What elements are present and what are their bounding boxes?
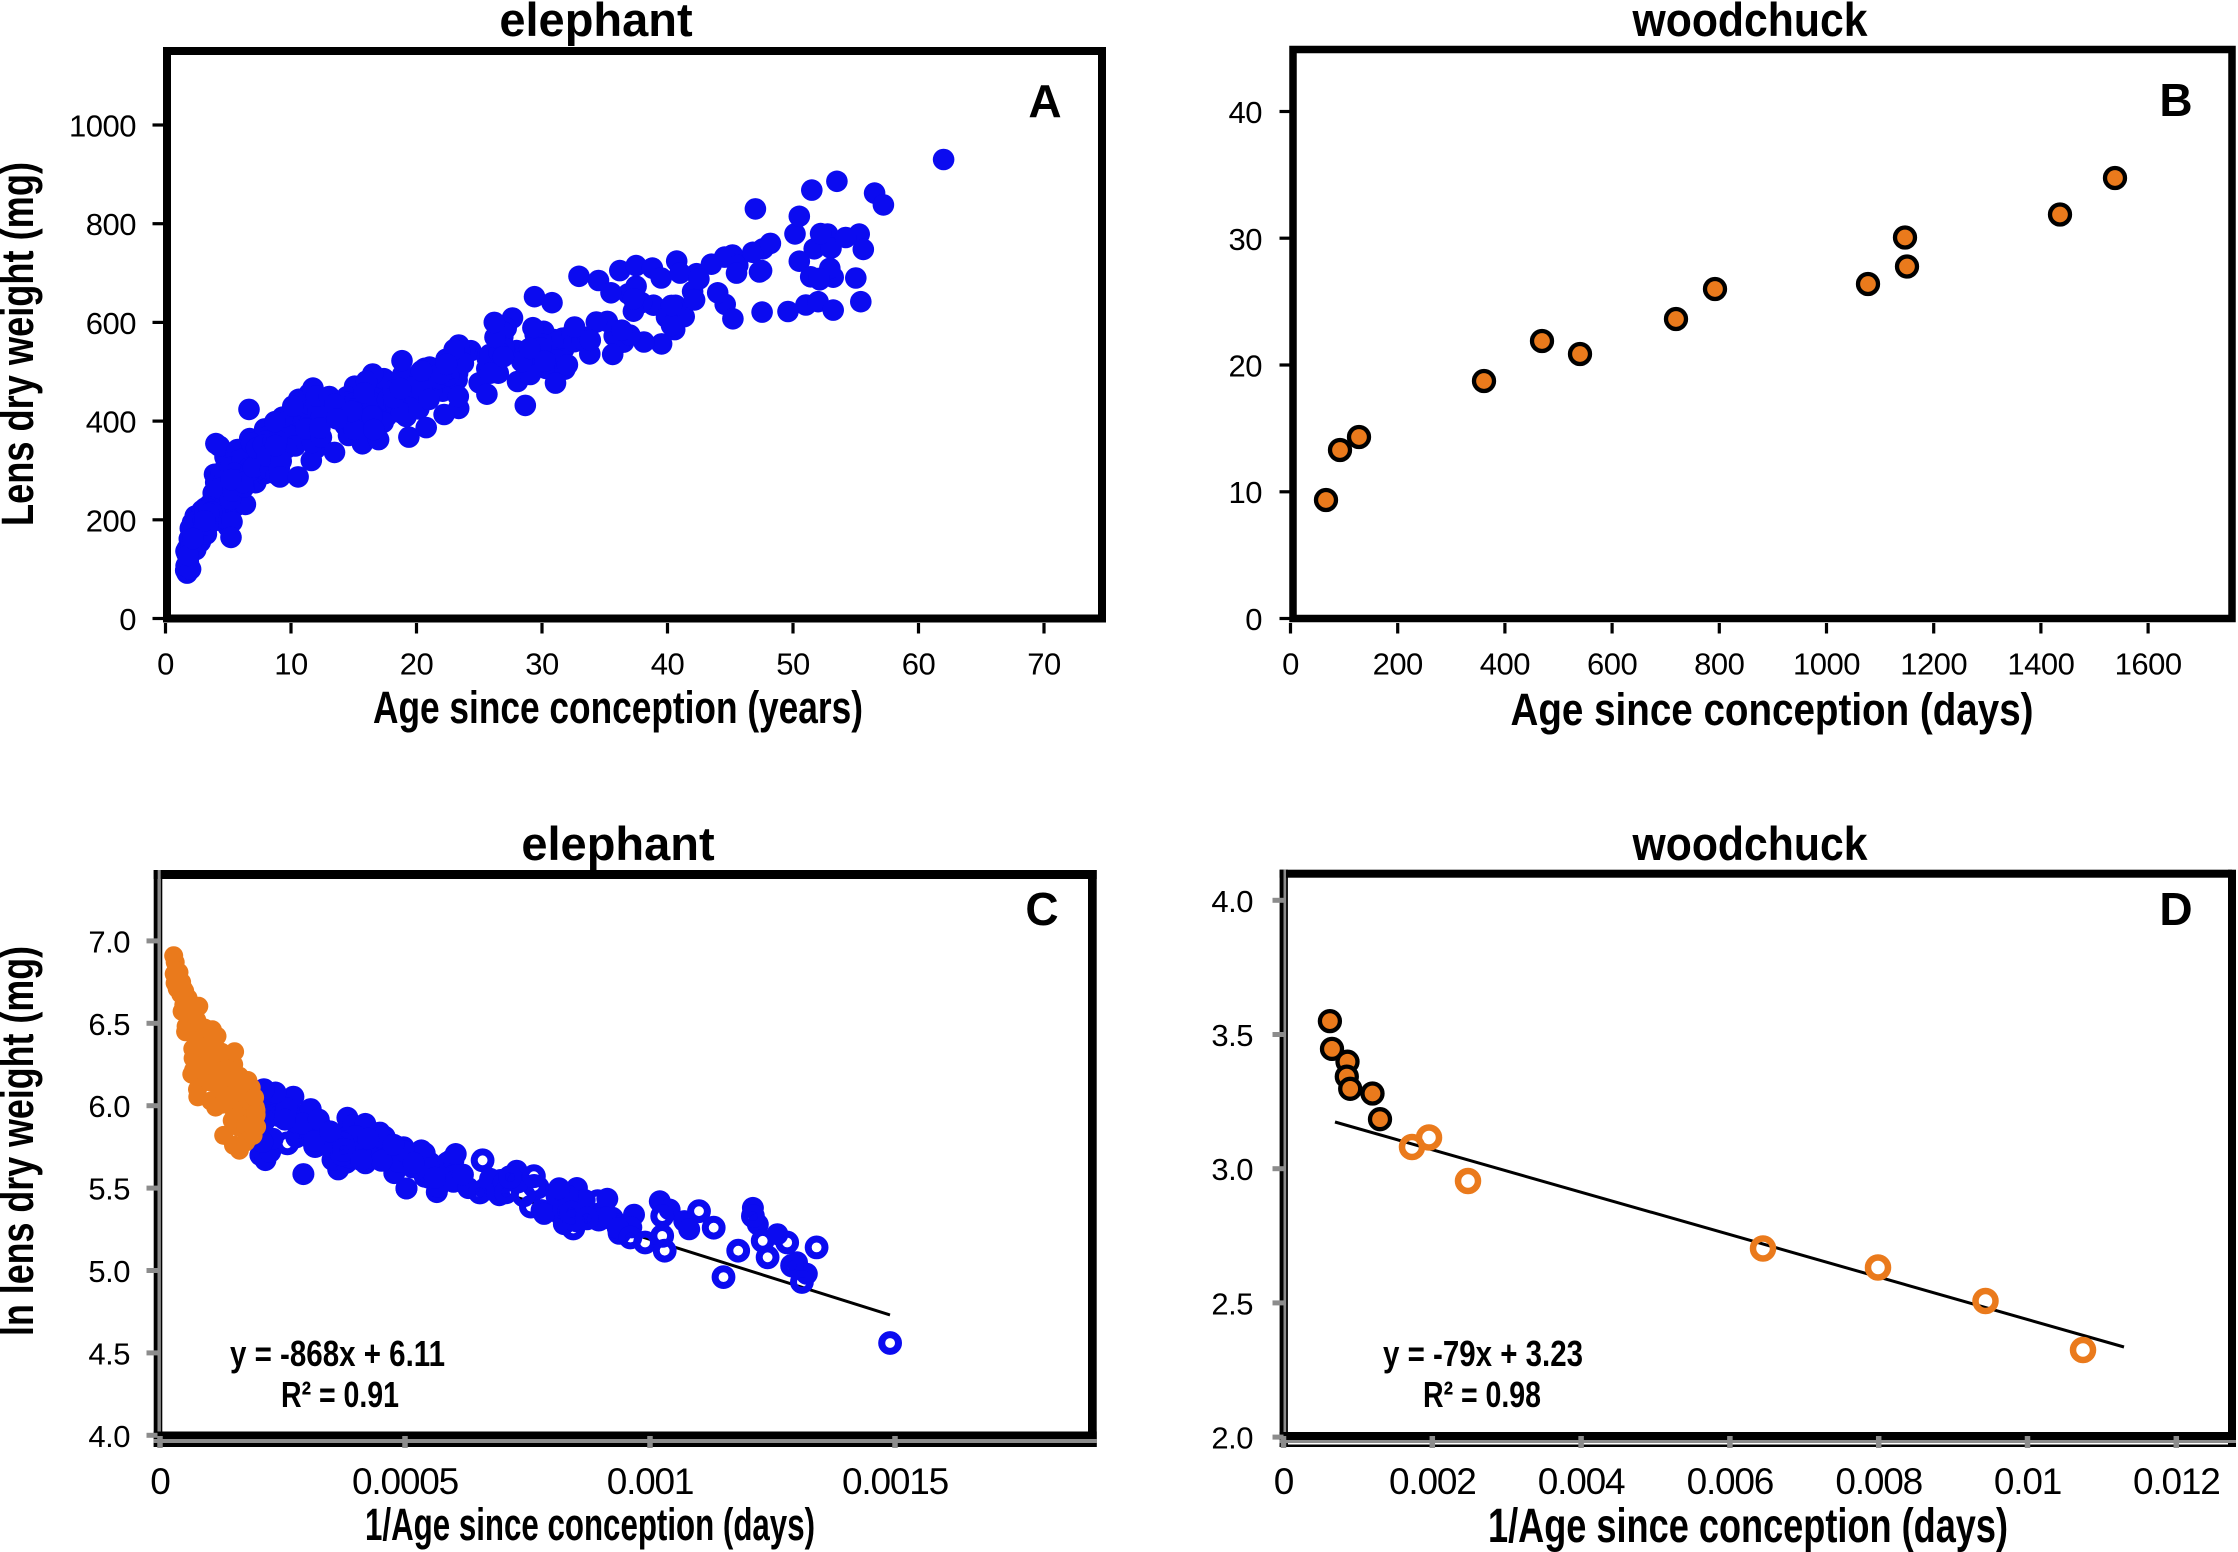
svg-text:600: 600	[1587, 647, 1637, 682]
svg-text:200: 200	[86, 503, 136, 538]
svg-text:4.0: 4.0	[1211, 884, 1253, 919]
svg-text:3.5: 3.5	[1211, 1018, 1253, 1053]
svg-text:R² = 0.91: R² = 0.91	[281, 1374, 399, 1415]
svg-text:0.006: 0.006	[1687, 1461, 1774, 1502]
svg-text:1/Age since conception (days): 1/Age since conception (days)	[1488, 1500, 2008, 1552]
svg-text:7.0: 7.0	[88, 924, 130, 959]
svg-text:50: 50	[776, 647, 810, 682]
svg-text:2.0: 2.0	[1211, 1421, 1253, 1456]
svg-text:R² = 0.98: R² = 0.98	[1423, 1374, 1541, 1415]
svg-text:1000: 1000	[69, 109, 136, 144]
svg-text:20: 20	[1229, 349, 1263, 384]
svg-text:A: A	[1028, 75, 1061, 127]
svg-text:woodchuck: woodchuck	[1632, 0, 1869, 46]
svg-text:0.001: 0.001	[607, 1461, 694, 1502]
svg-text:40: 40	[651, 647, 685, 682]
svg-text:y = -79x + 3.23: y = -79x + 3.23	[1383, 1333, 1583, 1374]
svg-text:400: 400	[86, 405, 136, 440]
svg-text:C: C	[1025, 883, 1058, 935]
svg-text:0.01: 0.01	[1994, 1461, 2061, 1502]
svg-text:ln lens dry weight (mg): ln lens dry weight (mg)	[0, 946, 43, 1336]
svg-text:0: 0	[1274, 1461, 1294, 1502]
svg-text:D: D	[2159, 883, 2192, 935]
svg-text:0.0015: 0.0015	[842, 1461, 949, 1502]
svg-text:1200: 1200	[1900, 647, 1967, 682]
svg-text:200: 200	[1373, 647, 1423, 682]
svg-text:0.002: 0.002	[1389, 1461, 1476, 1502]
svg-text:0: 0	[157, 647, 174, 682]
svg-text:4.0: 4.0	[88, 1419, 130, 1454]
svg-text:0.004: 0.004	[1538, 1461, 1625, 1502]
svg-text:1/Age since conception (days): 1/Age since conception (days)	[365, 1499, 815, 1550]
svg-text:30: 30	[1229, 222, 1263, 257]
svg-text:0.012: 0.012	[2133, 1461, 2220, 1502]
svg-text:70: 70	[1027, 647, 1061, 682]
svg-text:Age since conception (days): Age since conception (days)	[1511, 684, 2034, 735]
svg-text:woodchuck: woodchuck	[1632, 817, 1869, 870]
svg-text:60: 60	[902, 647, 936, 682]
svg-text:10: 10	[274, 647, 308, 682]
svg-text:40: 40	[1229, 95, 1263, 130]
svg-text:3.0: 3.0	[1211, 1152, 1253, 1187]
svg-text:1000: 1000	[1793, 647, 1860, 682]
svg-text:6.0: 6.0	[88, 1089, 130, 1124]
svg-text:y = -868x + 6.11: y = -868x + 6.11	[230, 1333, 445, 1374]
svg-text:2.5: 2.5	[1211, 1286, 1253, 1321]
svg-text:0.0005: 0.0005	[352, 1461, 459, 1502]
svg-text:400: 400	[1480, 647, 1530, 682]
svg-text:0.008: 0.008	[1835, 1461, 1922, 1502]
svg-text:0: 0	[1245, 602, 1262, 637]
svg-text:Lens dry weight (mg): Lens dry weight (mg)	[0, 162, 43, 526]
svg-text:4.5: 4.5	[88, 1336, 130, 1371]
svg-text:6.5: 6.5	[88, 1007, 130, 1042]
svg-text:1400: 1400	[2007, 647, 2074, 682]
svg-text:0: 0	[1282, 647, 1299, 682]
svg-text:0: 0	[150, 1461, 170, 1502]
svg-text:1600: 1600	[2115, 647, 2182, 682]
svg-text:elephant: elephant	[521, 817, 715, 870]
svg-text:elephant: elephant	[499, 0, 693, 46]
svg-text:5.5: 5.5	[88, 1172, 130, 1207]
svg-text:10: 10	[1229, 475, 1263, 510]
svg-text:0: 0	[119, 602, 136, 637]
svg-text:B: B	[2159, 74, 2192, 126]
svg-text:800: 800	[1694, 647, 1744, 682]
svg-text:30: 30	[525, 647, 559, 682]
svg-text:20: 20	[400, 647, 434, 682]
svg-text:800: 800	[86, 207, 136, 242]
svg-text:5.0: 5.0	[88, 1254, 130, 1289]
svg-text:600: 600	[86, 306, 136, 341]
svg-text:Age since conception (years): Age since conception (years)	[373, 682, 863, 733]
